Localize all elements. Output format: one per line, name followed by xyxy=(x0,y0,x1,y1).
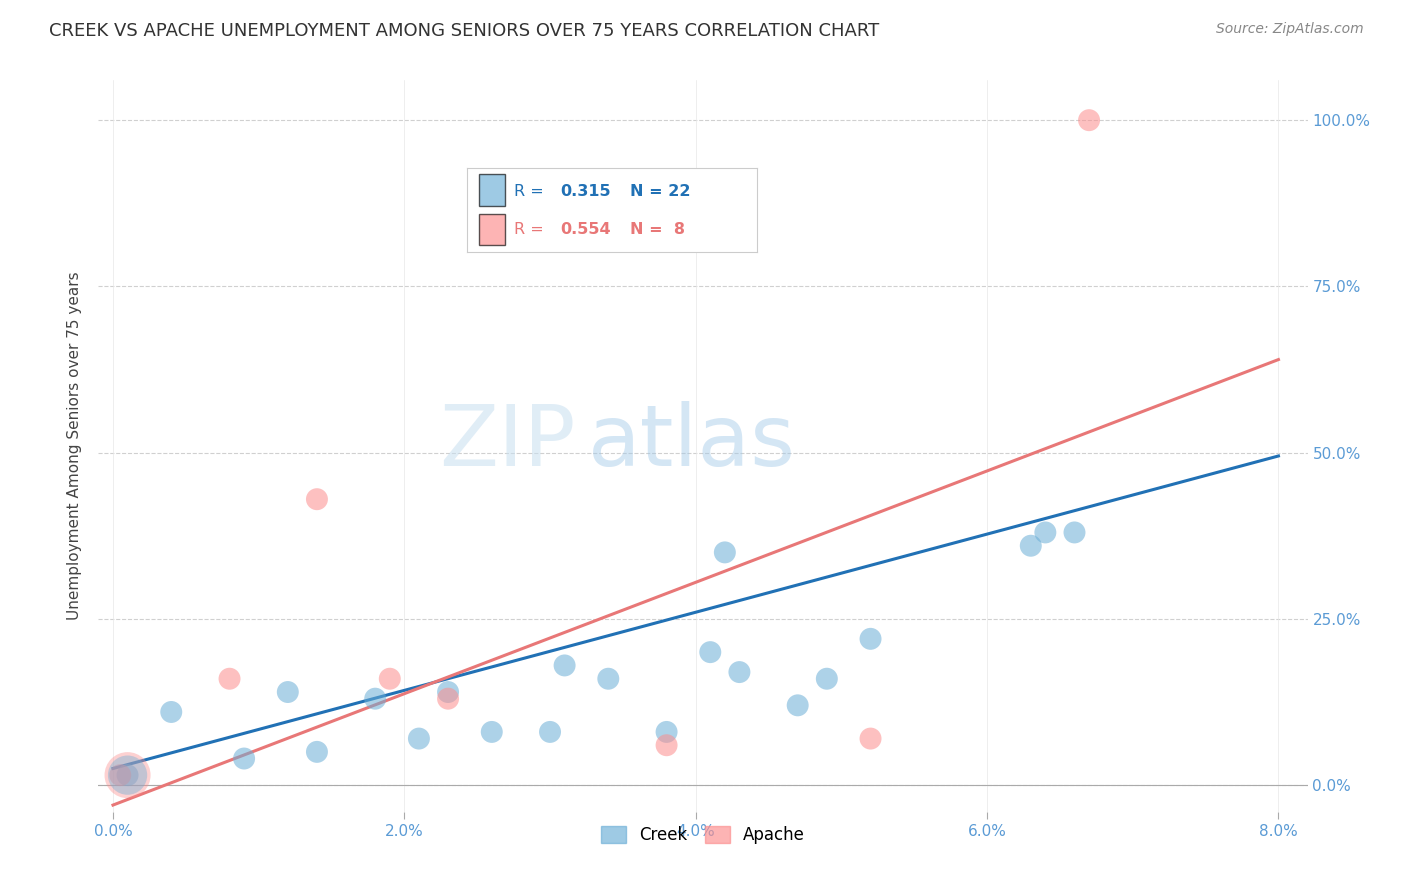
Point xyxy=(598,672,620,686)
Legend: Creek, Apache: Creek, Apache xyxy=(595,820,811,851)
Point xyxy=(538,725,561,739)
Point xyxy=(1063,525,1085,540)
Point xyxy=(554,658,576,673)
Point xyxy=(378,672,401,686)
Point xyxy=(305,745,328,759)
Point xyxy=(1078,113,1101,128)
Text: ZIP: ZIP xyxy=(440,401,576,483)
Point xyxy=(859,632,882,646)
Point xyxy=(1019,539,1042,553)
Point xyxy=(714,545,737,559)
Text: atlas: atlas xyxy=(588,401,796,483)
Point xyxy=(117,768,139,782)
Point xyxy=(110,768,132,782)
Point xyxy=(408,731,430,746)
Point xyxy=(786,698,808,713)
Point xyxy=(655,738,678,752)
Point xyxy=(305,492,328,507)
Point xyxy=(859,731,882,746)
Point xyxy=(437,691,460,706)
Y-axis label: Unemployment Among Seniors over 75 years: Unemployment Among Seniors over 75 years xyxy=(67,272,83,620)
Point xyxy=(117,768,139,782)
Point xyxy=(728,665,751,679)
Point xyxy=(117,768,139,782)
Point xyxy=(437,685,460,699)
Text: Source: ZipAtlas.com: Source: ZipAtlas.com xyxy=(1216,22,1364,37)
Point xyxy=(1033,525,1056,540)
Point xyxy=(277,685,299,699)
Point xyxy=(699,645,721,659)
Point xyxy=(160,705,183,719)
Point xyxy=(364,691,387,706)
Point xyxy=(218,672,240,686)
Point xyxy=(233,751,256,765)
Text: CREEK VS APACHE UNEMPLOYMENT AMONG SENIORS OVER 75 YEARS CORRELATION CHART: CREEK VS APACHE UNEMPLOYMENT AMONG SENIO… xyxy=(49,22,880,40)
Point xyxy=(481,725,503,739)
Point xyxy=(655,725,678,739)
Point xyxy=(815,672,838,686)
